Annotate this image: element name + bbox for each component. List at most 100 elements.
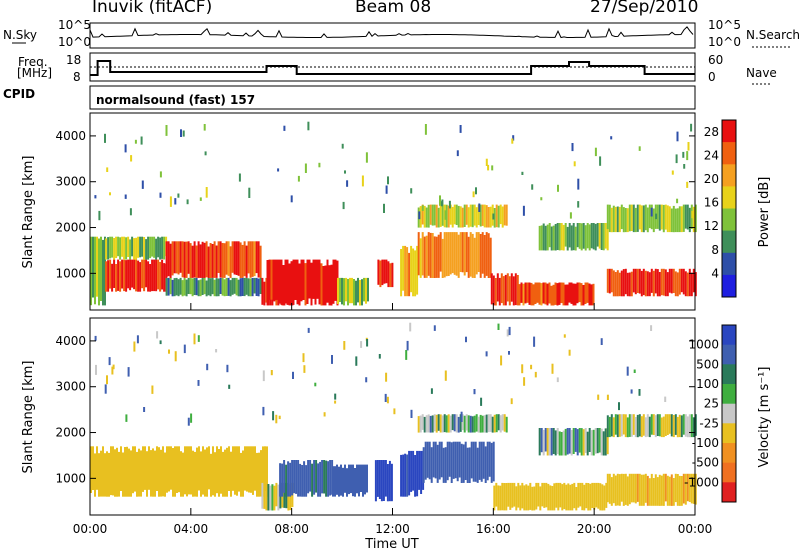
power-cell — [511, 138, 514, 144]
colorbar-tick-label: -25 — [699, 416, 719, 430]
power-cell — [257, 278, 260, 297]
velocity-cell — [267, 484, 270, 511]
velocity-cell — [271, 484, 274, 511]
power-cell — [608, 268, 611, 294]
velocity-cell — [106, 451, 108, 497]
velocity-colorbar-swatch — [722, 443, 736, 464]
time-xaxis: 00:00 04:00 08:00 12:00 16:00 20:00 00:00 — [73, 303, 712, 536]
power-cell — [423, 236, 426, 278]
velocity-cell — [262, 446, 264, 497]
power-cell — [211, 277, 214, 295]
power-cell — [277, 168, 280, 172]
velocity-cell — [362, 464, 364, 497]
power-cell — [512, 276, 515, 306]
velocity-cell — [216, 446, 218, 494]
velocity-cell — [334, 393, 337, 400]
colorbar-tick-label: 1000 — [688, 338, 719, 352]
velocity-cell — [265, 484, 268, 511]
power-cell — [355, 280, 357, 306]
power-cell — [469, 204, 472, 227]
power-cell — [427, 204, 430, 228]
power-cell — [133, 238, 136, 260]
power-cell — [197, 280, 200, 297]
power-cell — [326, 259, 329, 303]
velocity-cell — [430, 388, 433, 394]
power-cell — [594, 223, 597, 251]
power-cell — [532, 284, 535, 306]
velocity-cell — [614, 475, 617, 506]
power-cell — [636, 268, 639, 293]
velocity-cell — [684, 414, 687, 437]
velocity-cell — [262, 370, 265, 382]
velocity-cell — [634, 417, 637, 438]
power-cell — [241, 277, 244, 296]
power-cell — [353, 279, 355, 306]
power-cell — [163, 236, 166, 260]
power-cell — [582, 285, 585, 306]
velocity-cell — [558, 431, 561, 456]
velocity-cell — [222, 451, 224, 497]
cpid-label: CPID — [3, 87, 36, 101]
power-cell — [274, 259, 277, 301]
power-cell — [365, 152, 368, 163]
velocity-cell — [234, 446, 236, 495]
velocity-cell — [218, 449, 220, 497]
power-cell — [599, 156, 602, 166]
power-cell — [686, 204, 689, 230]
power-cell — [129, 259, 132, 291]
power-cell — [676, 272, 679, 297]
power-cell — [668, 206, 671, 233]
power-cell — [668, 268, 671, 293]
power-cell — [159, 261, 162, 292]
velocity-colorbar-swatch — [722, 403, 736, 424]
power-cell — [692, 268, 695, 293]
velocity-cell — [463, 415, 466, 433]
velocity-cell — [525, 484, 528, 511]
velocity-cell — [521, 364, 524, 374]
power-cell — [569, 212, 572, 219]
power-cell — [612, 270, 615, 297]
velocity-cell — [636, 414, 639, 438]
power-cell — [554, 282, 557, 305]
velocity-cell — [535, 482, 538, 510]
velocity-cell — [323, 412, 326, 417]
date-title: 27/Sep/2010 — [590, 0, 699, 17]
power-cell — [344, 170, 346, 174]
power-cell — [550, 226, 553, 251]
velocity-cell — [501, 414, 504, 431]
velocity-cell — [315, 460, 318, 493]
velocity-cell — [132, 446, 134, 494]
power-cell — [520, 282, 523, 303]
velocity-cell — [684, 473, 687, 505]
power-cell — [483, 204, 486, 228]
power-cell — [257, 241, 260, 278]
power-cell — [421, 205, 424, 211]
velocity-cell — [519, 485, 522, 511]
power-cell — [229, 280, 232, 297]
power-cell — [261, 277, 264, 305]
power-cell — [231, 241, 234, 273]
power-cell — [618, 206, 621, 233]
time-xlabel: Time UT — [364, 537, 418, 552]
power-cell — [253, 241, 256, 277]
power-cell — [461, 232, 464, 273]
power-cell — [479, 234, 482, 278]
power-cell — [435, 204, 438, 228]
velocity-colorbar-frame — [721, 324, 737, 503]
velocity-cell — [252, 446, 254, 495]
power-cell — [385, 185, 388, 194]
velocity-cell — [591, 482, 594, 508]
power-cell — [459, 206, 462, 228]
power-cell — [297, 175, 300, 182]
power-cell — [151, 259, 154, 292]
velocity-cell — [593, 482, 596, 510]
velocity-cell — [344, 464, 346, 493]
power-cell — [191, 278, 194, 297]
power-colorbar-swatch — [722, 274, 736, 298]
power-cell — [628, 272, 631, 297]
power-cell — [169, 243, 172, 278]
power-cell — [475, 187, 477, 195]
power-cell — [199, 197, 202, 201]
velocity-cell — [510, 398, 513, 405]
power-cell — [155, 238, 158, 260]
